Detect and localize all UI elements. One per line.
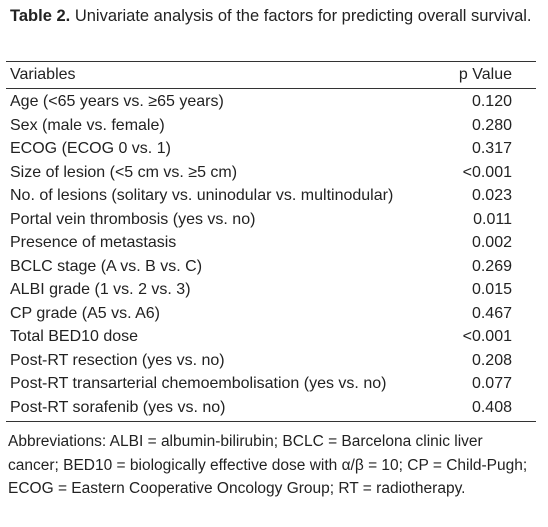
variable-cell: Presence of metastasis — [10, 234, 177, 251]
table-row: Portal vein thrombosis (yes vs. no) 0.011 — [10, 208, 512, 232]
p-value-cell: 0.408 — [471, 398, 512, 416]
p-value-cell: <0.001 — [462, 328, 512, 345]
table-row: Presence of metastasis 0.002 — [10, 231, 512, 255]
header-rule — [6, 88, 536, 89]
table-row: Post-RT resection (yes vs. no) 0.208 — [10, 349, 512, 373]
p-value-cell: <0.001 — [462, 163, 512, 181]
p-value-cell: 0.011 — [473, 210, 512, 228]
variable-cell: Total BED10 dose — [10, 328, 139, 345]
column-header: p Value — [458, 66, 512, 83]
p-value-cell: 0.467 — [471, 304, 512, 322]
variable-cell: BCLC stage (A vs. B vs. C) — [10, 257, 203, 275]
p-value-cell: 0.208 — [471, 351, 512, 369]
table-row: BCLC stage (A vs. B vs. C) 0.269 — [10, 255, 512, 279]
table-row: CP grade (A5 vs. A6) 0.467 — [10, 302, 512, 326]
table-row: Sex (male vs. female) 0.280 — [10, 114, 512, 138]
variable-cell: Sex (male vs. female) — [10, 116, 165, 134]
column-header: Variables — [10, 66, 76, 83]
caption-label: Table 2. — [10, 7, 71, 25]
variable-cell: Post-RT sorafenib (yes vs. no) — [10, 398, 226, 416]
footnote: Abbreviations: ALBI = albumin-bilirubin;… — [8, 433, 528, 497]
p-value-cell: 0.015 — [471, 281, 512, 298]
variable-cell: ECOG (ECOG 0 vs. 1) — [10, 140, 171, 157]
p-value-cell: 0.317 — [471, 140, 512, 157]
bottom-rule — [6, 421, 536, 422]
variable-cell: Post-RT transarterial chemoembolisation … — [10, 375, 387, 392]
table-row: ALBI grade (1 vs. 2 vs. 3) 0.015 — [10, 278, 512, 302]
p-value-cell: 0.280 — [471, 116, 512, 134]
top-rule — [6, 61, 536, 62]
table-row: Age (<65 years vs. ≥65 years) 0.120 — [10, 90, 512, 114]
p-value-cell: 0.120 — [471, 93, 512, 110]
variable-cell: Post-RT resection (yes vs. no) — [10, 351, 225, 369]
table-row: No. of lesions (solitary vs. uninodular … — [10, 184, 512, 208]
variable-cell: No. of lesions (solitary vs. uninodular … — [10, 187, 394, 204]
p-value-cell: 0.023 — [471, 187, 512, 204]
variable-cell: Size of lesion (<5 cm vs. ≥5 cm) — [10, 163, 238, 181]
table-caption: Table 2. Univariate analysis of the fact… — [10, 4, 535, 28]
table-row: Total BED10 dose <0.001 — [10, 325, 512, 349]
header-row: Variables p Value — [10, 63, 512, 87]
p-value-cell: 0.077 — [471, 375, 512, 392]
p-value-cell: 0.269 — [471, 257, 512, 275]
variable-cell: Portal vein thrombosis (yes vs. no) — [10, 210, 256, 228]
table-row: Post-RT transarterial chemoembolisation … — [10, 372, 512, 396]
p-value-cell: 0.002 — [471, 234, 512, 251]
table-row: Post-RT sorafenib (yes vs. no) 0.408 — [10, 396, 512, 420]
variable-cell: Age (<65 years vs. ≥65 years) — [10, 93, 224, 110]
table-row: Size of lesion (<5 cm vs. ≥5 cm) <0.001 — [10, 161, 512, 185]
caption-title: Univariate analysis of the factors for p… — [74, 7, 532, 25]
variable-cell: ALBI grade (1 vs. 2 vs. 3) — [10, 281, 191, 298]
variable-cell: CP grade (A5 vs. A6) — [10, 304, 160, 322]
table-row: ECOG (ECOG 0 vs. 1) 0.317 — [10, 137, 512, 161]
